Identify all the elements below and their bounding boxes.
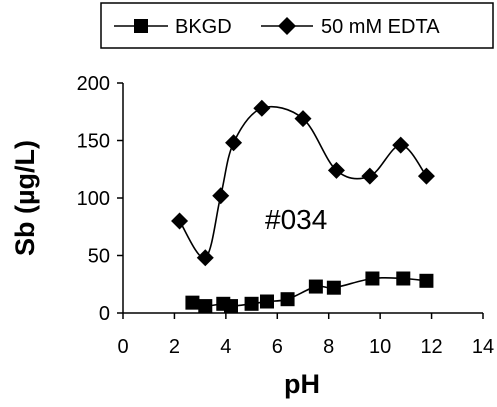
y-tick-label: 100	[77, 188, 110, 210]
data-point-bkgd	[308, 279, 323, 294]
chart-annotation: #034	[265, 204, 327, 235]
y-tick-label: 50	[88, 246, 110, 268]
x-tick-label: 14	[472, 336, 494, 358]
series-line-edta	[178, 105, 428, 259]
series-layer	[171, 99, 435, 314]
y-tick-label: 200	[77, 73, 110, 95]
y-tick-label: 150	[77, 131, 110, 153]
legend-marker-edta	[278, 17, 296, 35]
legend: BKGD 50 mM EDTA	[100, 2, 494, 49]
y-tick-label: 0	[99, 303, 110, 325]
x-axis-title: pH	[284, 369, 320, 399]
legend-label-edta: 50 mM EDTA	[321, 16, 440, 38]
data-point-edta	[225, 134, 243, 152]
data-point-bkgd	[185, 295, 200, 310]
data-point-bkgd	[326, 280, 341, 295]
data-point-bkgd	[198, 299, 213, 314]
data-point-edta	[392, 136, 410, 154]
x-tick-label: 2	[169, 336, 180, 358]
data-point-bkgd	[396, 271, 411, 286]
x-tick-label: 10	[369, 336, 391, 358]
data-point-edta	[417, 167, 435, 185]
data-point-edta	[361, 167, 379, 185]
y-axis-title: Sb (µg/L)	[10, 140, 40, 256]
data-point-bkgd	[365, 271, 380, 286]
data-point-edta	[196, 249, 214, 267]
data-point-edta	[171, 212, 189, 230]
x-tick-label: 0	[117, 336, 128, 358]
axis-ticks: 0 2 4 6 8 10 12 14 0 50 100 150 200	[77, 73, 495, 358]
data-point-edta	[327, 161, 345, 179]
data-point-bkgd	[280, 292, 295, 307]
data-point-bkgd	[419, 273, 434, 288]
x-tick-label: 4	[220, 336, 231, 358]
x-tick-label: 12	[420, 336, 442, 358]
x-tick-label: 8	[323, 336, 334, 358]
legend-label-bkgd: BKGD	[175, 16, 232, 38]
data-point-edta	[253, 99, 271, 117]
legend-marker-bkgd	[134, 19, 148, 33]
data-point-edta	[294, 110, 312, 128]
data-point-bkgd	[224, 299, 238, 314]
x-tick-label: 6	[272, 336, 283, 358]
data-point-bkgd	[260, 294, 274, 309]
data-point-bkgd	[244, 296, 259, 311]
data-point-edta	[212, 187, 230, 205]
